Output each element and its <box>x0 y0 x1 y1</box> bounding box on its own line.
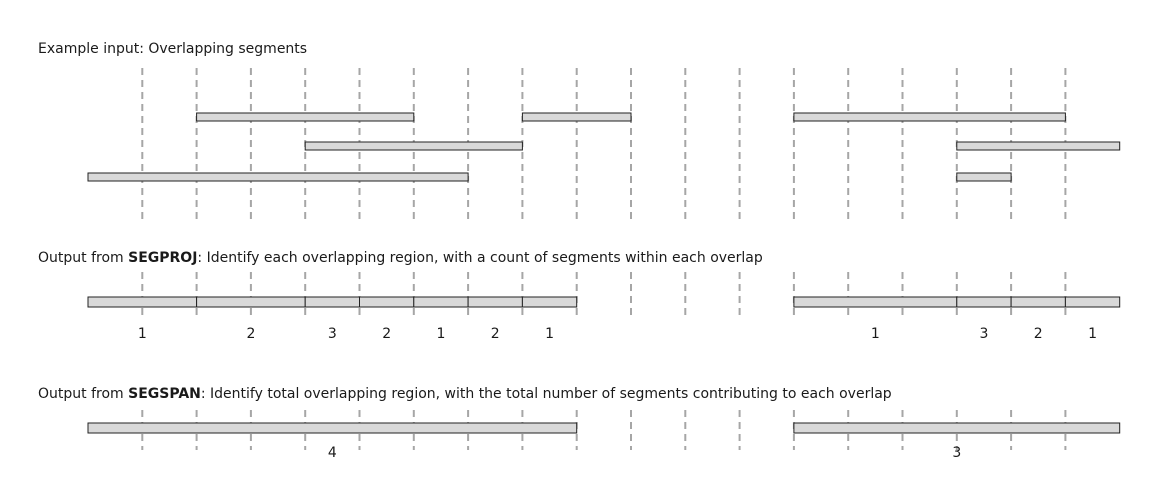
segproj-heading: Output from SEGPROJ: Identify each overl… <box>38 250 763 266</box>
segproj-count-label: 2 <box>246 326 255 342</box>
input-segment <box>304 141 523 151</box>
input-segment <box>956 172 1012 182</box>
segproj-region <box>87 296 198 308</box>
segproj-region <box>1010 296 1066 308</box>
segproj-region <box>359 296 415 308</box>
segproj-count-label: 1 <box>138 326 147 342</box>
input-segment <box>196 112 415 122</box>
segproj-heading-suffix: : Identify each overlapping region, with… <box>197 250 762 266</box>
segproj-region <box>793 296 958 308</box>
segproj-count-label: 1 <box>1088 326 1097 342</box>
segproj-region <box>467 296 523 308</box>
segproj-count-label: 1 <box>545 326 554 342</box>
segproj-count-label: 2 <box>1034 326 1043 342</box>
segproj-count-label: 2 <box>491 326 500 342</box>
segproj-count-label: 1 <box>871 326 880 342</box>
segproj-count-label: 2 <box>382 326 391 342</box>
segspan-span <box>87 422 578 434</box>
input-segment <box>793 112 1066 122</box>
segproj-regions: 1 2 3 2 1 2 1 1 3 2 1 <box>87 296 1121 342</box>
input-segment <box>521 112 632 122</box>
segspan-span <box>793 422 1121 434</box>
segspan-heading-suffix: : Identify total overlapping region, wit… <box>201 386 892 402</box>
segspan-count-label: 3 <box>952 445 961 461</box>
segproj-region <box>1064 296 1121 308</box>
segproj-count-label: 1 <box>436 326 445 342</box>
segspan-heading-keyword: SEGSPAN <box>128 386 201 402</box>
segspan-heading: Output from SEGSPAN: Identify total over… <box>38 386 892 402</box>
input-segments <box>87 112 1121 182</box>
segproj-count-label: 3 <box>328 326 337 342</box>
segproj-region <box>956 296 1012 308</box>
segproj-region <box>196 296 306 308</box>
input-segment <box>956 141 1121 151</box>
input-heading: Example input: Overlapping segments <box>38 41 307 57</box>
segspan-count-label: 4 <box>328 445 337 461</box>
segproj-heading-prefix: Output from <box>38 250 128 266</box>
segproj-region <box>304 296 361 308</box>
segproj-count-label: 3 <box>979 326 988 342</box>
segspan-heading-prefix: Output from <box>38 386 128 402</box>
segproj-region <box>413 296 469 308</box>
input-segment <box>87 172 469 182</box>
segproj-region <box>521 296 578 308</box>
segproj-heading-keyword: SEGPROJ <box>128 250 197 266</box>
